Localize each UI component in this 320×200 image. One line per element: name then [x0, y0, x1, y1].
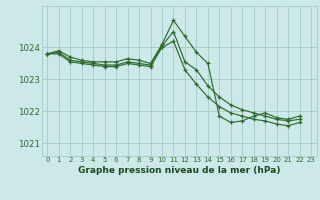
X-axis label: Graphe pression niveau de la mer (hPa): Graphe pression niveau de la mer (hPa) [78, 166, 280, 175]
